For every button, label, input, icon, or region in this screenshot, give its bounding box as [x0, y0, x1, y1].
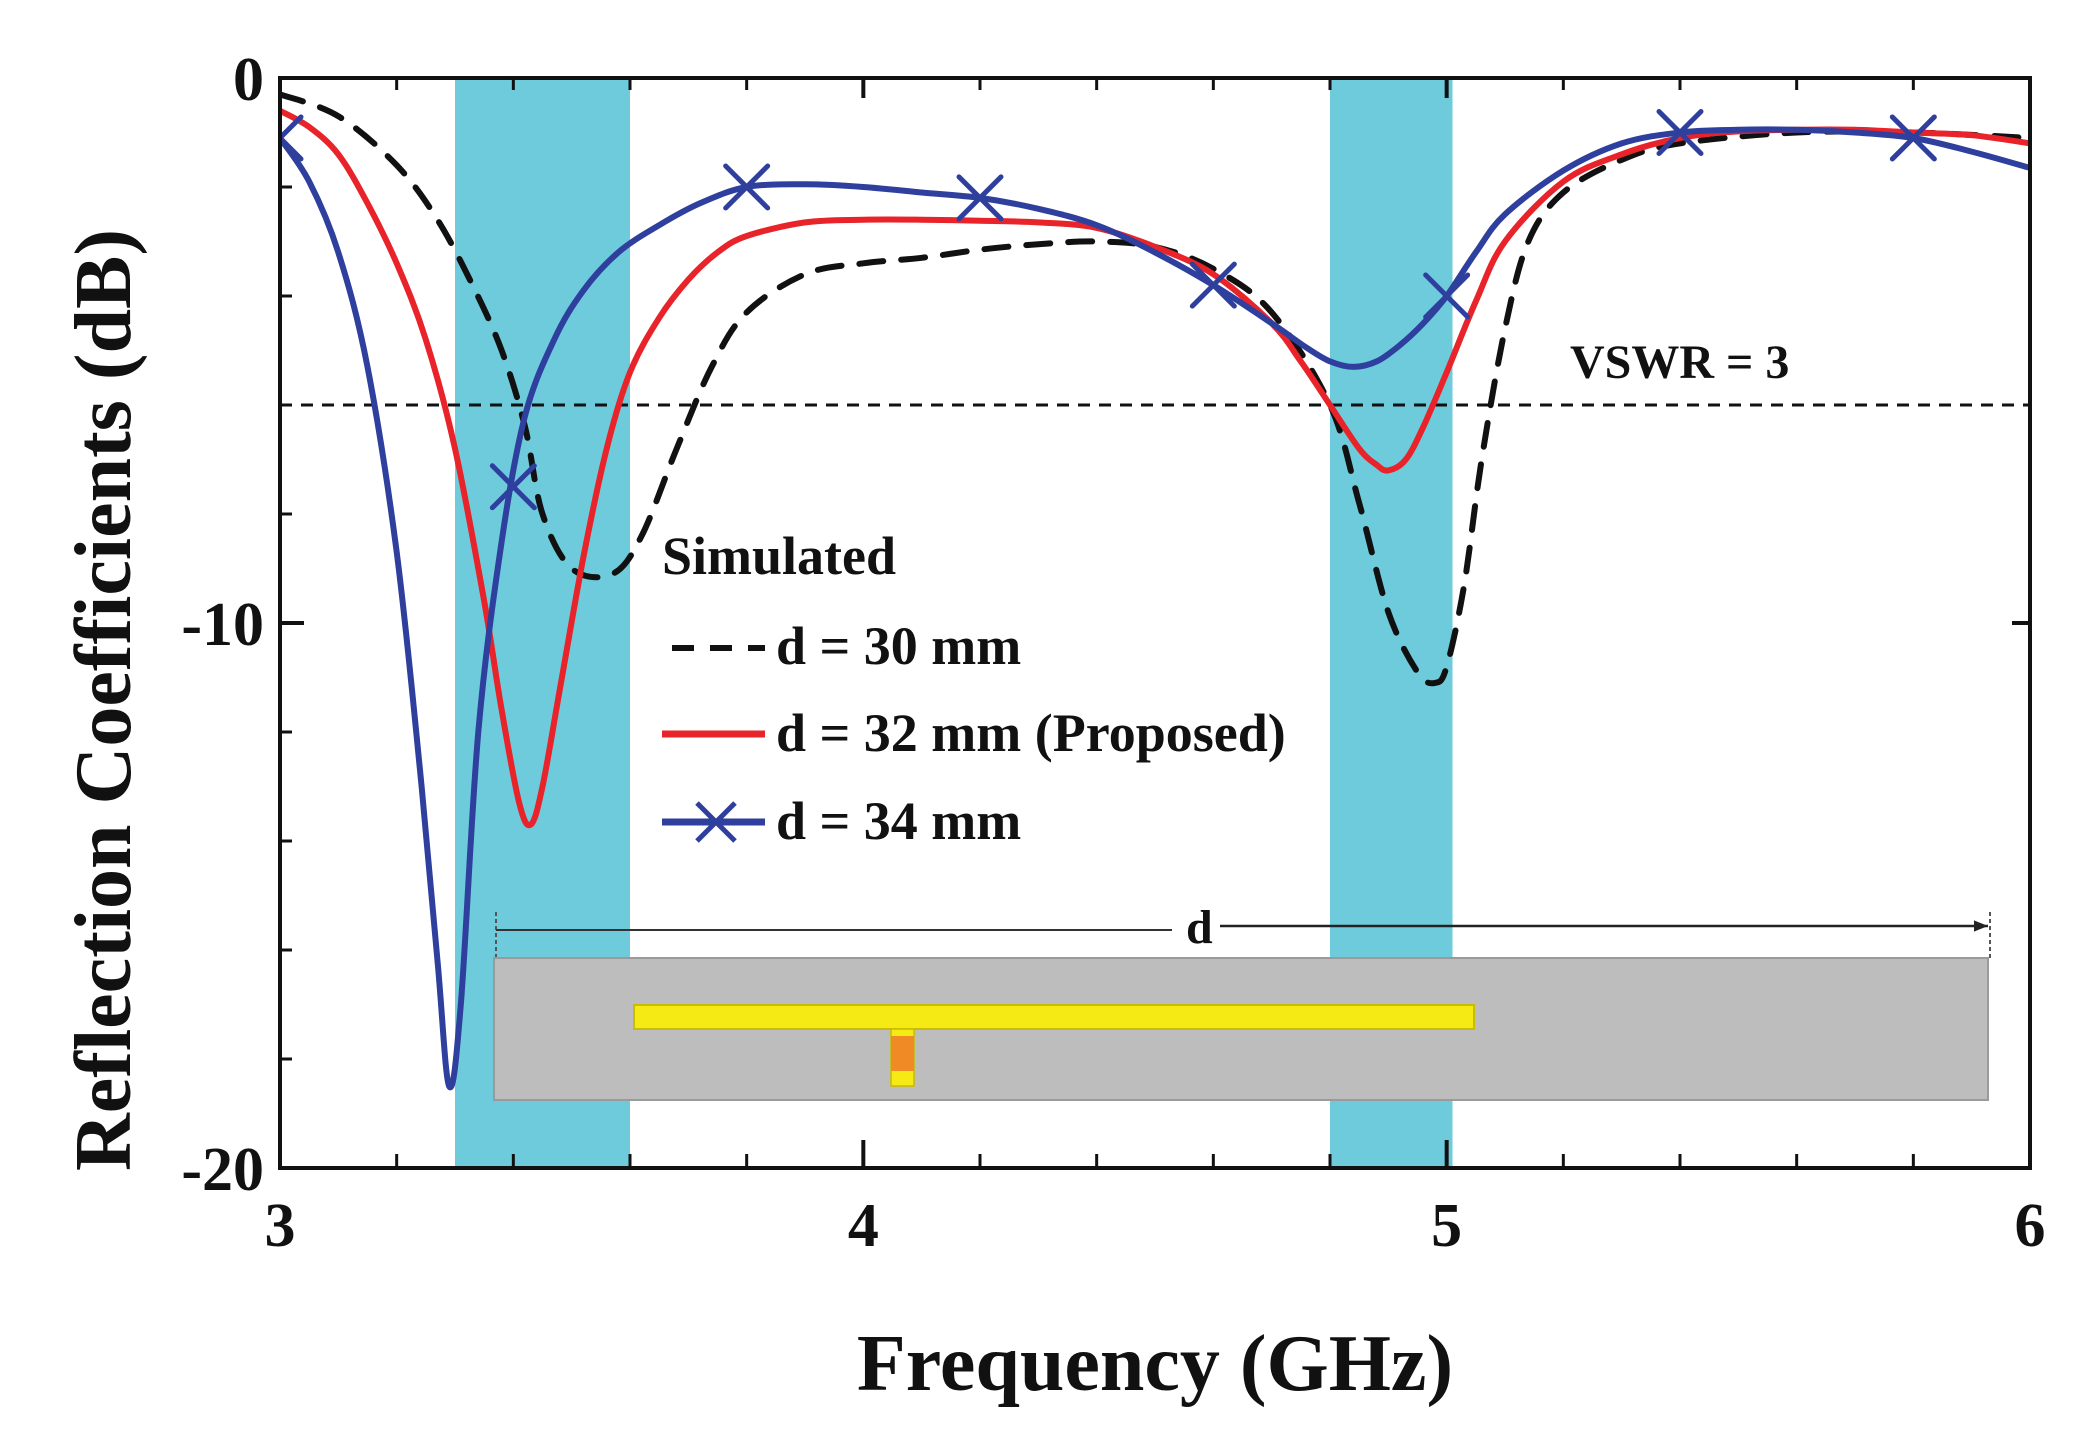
series-d34-marker-5 — [1189, 261, 1237, 309]
x-tick-label: 5 — [1431, 1192, 1462, 1260]
series-d34-marker-1 — [280, 114, 304, 162]
y-tick-label: -20 — [181, 1136, 264, 1204]
legend-title: Simulated — [662, 526, 896, 586]
series-d34-marker-2 — [489, 463, 537, 511]
inset-radiator-strip — [633, 1004, 1475, 1030]
antenna-inset: d — [493, 901, 1991, 1101]
series-d34-marker-6 — [1423, 272, 1471, 320]
series-d34-marker-4 — [956, 174, 1004, 222]
axis-ticks: 3 4 5 6 0 -10 -20 — [181, 46, 2045, 1260]
legend-label-d32: d = 32 mm (Proposed) — [776, 703, 1286, 763]
inset-feed-port — [891, 1036, 914, 1071]
legend: Simulated d = 30 mm d = 32 mm (Proposed)… — [662, 526, 1286, 851]
y-tick-label: 0 — [233, 46, 264, 114]
x-tick-label: 6 — [2015, 1192, 2046, 1260]
y-axis-title: Reflection Coefficients (dB) — [60, 229, 148, 1171]
series-d34-line — [280, 126, 2030, 1091]
x-axis-title: Frequency (GHz) — [857, 1320, 1453, 1408]
legend-label-d30: d = 30 mm — [776, 616, 1021, 676]
legend-marker-d34 — [695, 801, 737, 843]
series-layer — [280, 91, 2030, 1091]
series-d34-marker-7 — [1656, 109, 1704, 156]
x-tick-label: 3 — [265, 1192, 296, 1260]
series-d34-marker-8 — [1889, 114, 1937, 162]
vswr-label: VSWR = 3 — [1570, 336, 1789, 389]
series-d34-marker-3 — [723, 163, 771, 211]
y-tick-label: -10 — [181, 591, 264, 659]
x-tick-label: 4 — [848, 1192, 879, 1260]
inset-dimension-label: d — [1186, 901, 1213, 954]
legend-label-d34: d = 34 mm — [776, 791, 1021, 851]
